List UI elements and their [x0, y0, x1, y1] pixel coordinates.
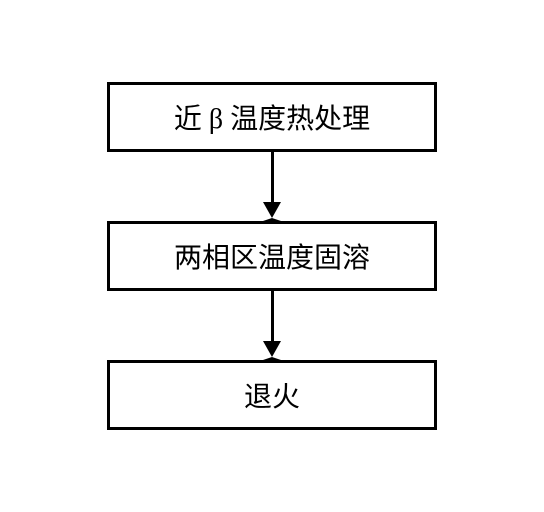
flowchart-step-3: 退火: [107, 360, 437, 430]
flowchart-step-2-label: 两相区温度固溶: [174, 236, 370, 276]
flowchart-step-1-label: 近 β 温度热处理: [174, 97, 370, 137]
flowchart-step-1: 近 β 温度热处理: [107, 82, 437, 152]
flowchart-container: 近 β 温度热处理 两相区温度固溶 退火: [107, 82, 437, 430]
arrow-down-icon: [263, 152, 281, 221]
flowchart-step-2: 两相区温度固溶: [107, 221, 437, 291]
arrow-down-icon: [263, 291, 281, 360]
flowchart-step-3-label: 退火: [244, 375, 300, 415]
